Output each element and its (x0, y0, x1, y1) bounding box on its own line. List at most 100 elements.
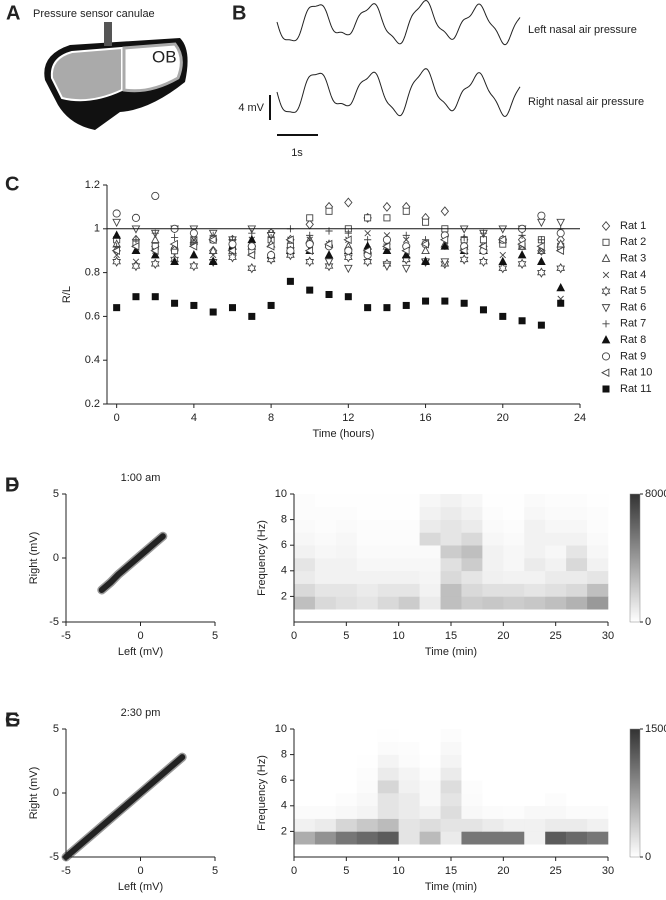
heatmap-cell (335, 754, 358, 768)
point (131, 241, 140, 251)
y-tick-label: 2 (281, 825, 287, 837)
point (246, 250, 256, 260)
heatmap-cell (356, 558, 379, 572)
legend-label: Rat 9 (620, 350, 646, 362)
point (190, 236, 198, 243)
heatmap-cell (524, 767, 546, 781)
heatmap-cell (335, 844, 358, 858)
heatmap-cell (440, 609, 462, 623)
heatmap-cell (482, 780, 504, 794)
legend-label: Rat 1 (620, 220, 646, 232)
heatmap-cell (482, 596, 504, 610)
point (247, 263, 257, 274)
heatmap-cell (503, 844, 525, 858)
heatmap-cell (398, 532, 420, 546)
x-axis-label: Left (mV) (118, 646, 163, 658)
point (403, 236, 410, 243)
heatmap-cell (419, 793, 441, 807)
point (344, 197, 353, 208)
heatmap-cell (461, 609, 483, 623)
heatmap-cell (440, 494, 462, 508)
heatmap-cell (461, 558, 483, 572)
heatmap-cell (356, 805, 379, 819)
trace-label: Left nasal air pressure (528, 24, 637, 36)
point (150, 246, 159, 256)
traces-panel: B Left nasal air pressure Right nasal ai… (232, 2, 644, 159)
colorbar-label: 0 (645, 616, 651, 628)
heatmap-cell (294, 741, 316, 755)
heatmap-cell (377, 532, 399, 546)
legend-marker (602, 271, 610, 279)
panel-letter: G (5, 709, 21, 731)
x-tick-label: 5 (212, 865, 218, 877)
point (112, 209, 121, 218)
heatmap-cell (587, 818, 609, 832)
heatmap-cell (503, 729, 525, 743)
colorbar-label: 80000 (645, 488, 666, 500)
heatmap-cell (356, 583, 379, 597)
heatmap-cell (377, 729, 399, 743)
point (555, 246, 565, 256)
heatmap-cell (398, 805, 420, 819)
point (441, 297, 449, 305)
heatmap-cell (294, 767, 316, 781)
point (382, 245, 392, 255)
panel-letter: F (5, 474, 17, 496)
y-tick-label: 1 (94, 223, 100, 235)
heatmap-cell (461, 844, 483, 858)
heatmap-cell (482, 754, 504, 768)
point (382, 201, 392, 212)
heatmap-cell (440, 780, 462, 794)
heatmap-cell (294, 583, 316, 597)
heatmap-cell (461, 532, 483, 546)
heatmap-cell (587, 558, 609, 572)
heatmap-cell (335, 494, 358, 508)
heatmap-cell (377, 506, 399, 520)
y-axis-label: R/L (61, 286, 73, 303)
point (362, 246, 371, 256)
y-axis-label: Right (mV) (28, 767, 40, 820)
x-tick-label: 30 (602, 865, 614, 877)
point (382, 235, 391, 244)
point (286, 246, 295, 255)
heatmap-cell (440, 558, 462, 572)
heatmap-cell (566, 793, 588, 807)
heatmap-cell (419, 545, 441, 559)
heatmap-cell (314, 519, 337, 533)
heatmap-cell (314, 767, 337, 781)
point (151, 229, 159, 237)
point (382, 262, 392, 271)
heatmap-cell (335, 793, 358, 807)
heatmap-cell (419, 831, 441, 845)
heatmap-cell (545, 793, 567, 807)
heatmap-cell (566, 805, 588, 819)
heatmap-cell (545, 754, 567, 768)
heatmap-cell (356, 831, 379, 845)
point (150, 250, 160, 259)
point (189, 250, 199, 259)
point (228, 240, 237, 249)
heatmap-cell (545, 844, 567, 858)
heatmap-cell (524, 506, 546, 520)
heatmap-cell (440, 767, 462, 781)
y-tick-label: 4 (281, 565, 287, 577)
panel-letter: E (5, 709, 18, 731)
heatmap-cell (377, 494, 399, 508)
heatmap-cell (461, 545, 483, 559)
heatmap-cell (314, 741, 337, 755)
heatmap-cell (587, 494, 609, 508)
heatmap-cell (461, 729, 483, 743)
heatmap-cell (294, 519, 316, 533)
heatmap-cell (587, 844, 609, 858)
point (228, 304, 236, 312)
y-tick-label: 0.4 (85, 354, 100, 366)
heatmap-cell (398, 583, 420, 597)
heatmap-cell (294, 532, 316, 546)
x-tick-label: 5 (212, 630, 218, 642)
heatmap-cell (356, 545, 379, 559)
point (479, 256, 488, 267)
y-tick-label: 4 (281, 800, 287, 812)
point (479, 229, 488, 237)
point (131, 213, 141, 222)
heatmap-cell (461, 741, 483, 755)
